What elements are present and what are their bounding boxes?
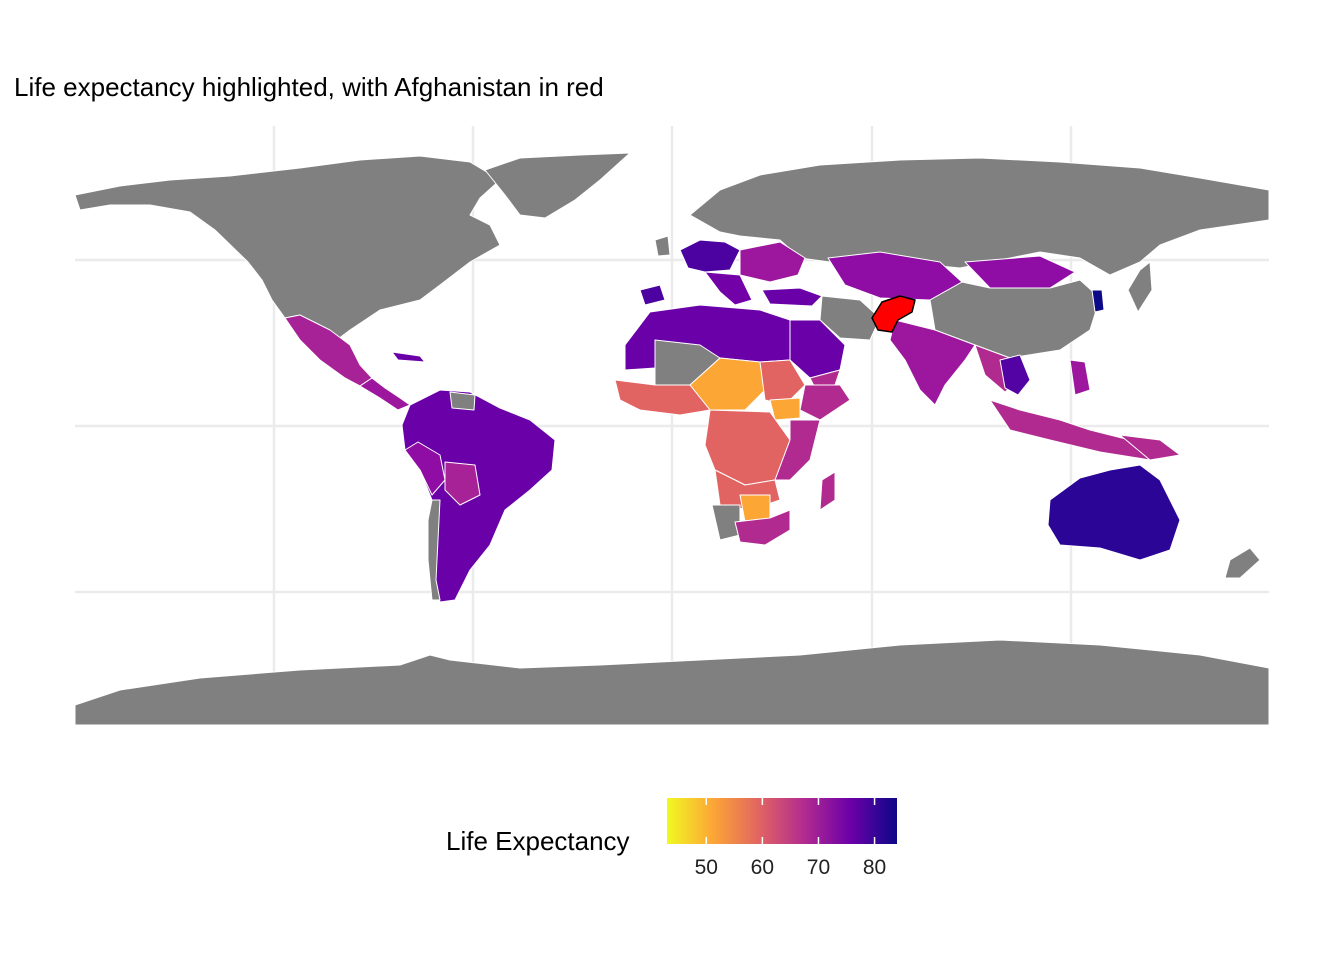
caribbean xyxy=(391,351,426,363)
land-masses xyxy=(74,152,1270,726)
uk-ireland xyxy=(654,235,671,257)
india xyxy=(889,319,976,406)
ethiopia xyxy=(769,397,801,421)
west-africa xyxy=(614,379,711,416)
mongolia xyxy=(964,255,1076,289)
horn-of-africa xyxy=(799,384,851,421)
balkans-italy xyxy=(704,271,753,306)
botswana xyxy=(739,494,771,523)
guianas xyxy=(449,391,476,411)
central-america xyxy=(359,377,411,411)
chart-title: Life expectancy highlighted, with Afghan… xyxy=(14,72,604,102)
iberia xyxy=(639,284,666,306)
philippines xyxy=(1069,359,1091,396)
legend-colorbar xyxy=(667,798,897,844)
colorbar-tick-label: 50 xyxy=(694,856,718,879)
western-europe xyxy=(679,239,741,273)
colorbar-tick-label: 80 xyxy=(862,856,887,879)
thailand-vietnam xyxy=(999,354,1031,396)
new-zealand xyxy=(1224,547,1261,579)
papua xyxy=(1119,434,1181,461)
chile xyxy=(427,499,441,601)
colorbar-ticks xyxy=(705,798,876,844)
antarctica xyxy=(74,639,1270,726)
colorbar-tick-label: 60 xyxy=(750,856,775,879)
australia xyxy=(1047,464,1181,561)
legend-title: Life Expectancy xyxy=(446,826,630,856)
afghanistan xyxy=(871,295,916,333)
korea xyxy=(1091,289,1105,313)
east-africa xyxy=(774,419,821,481)
sudan xyxy=(759,359,806,406)
colorbar-tick-label: 70 xyxy=(806,856,831,879)
turkey xyxy=(761,287,823,307)
japan xyxy=(1127,261,1153,313)
greenland xyxy=(484,152,631,219)
north-america xyxy=(74,155,501,346)
madagascar xyxy=(819,471,836,511)
southern-africa xyxy=(734,509,791,546)
bolivia xyxy=(444,461,481,506)
colorbar-gradient xyxy=(667,798,897,844)
